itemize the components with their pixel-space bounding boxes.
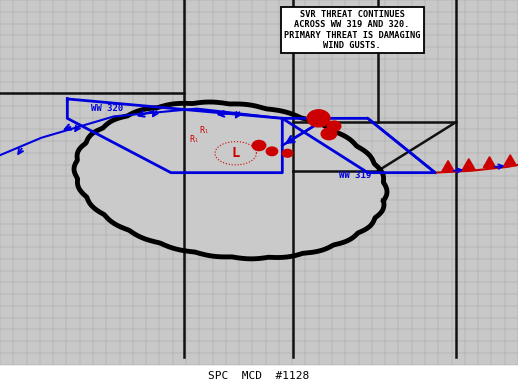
Circle shape xyxy=(307,110,330,127)
Text: Rₗ: Rₗ xyxy=(189,135,199,144)
Circle shape xyxy=(321,128,337,140)
Text: Rₗ: Rₗ xyxy=(199,126,210,135)
Text: WW 320: WW 320 xyxy=(91,104,123,113)
Circle shape xyxy=(266,147,278,156)
Circle shape xyxy=(252,140,266,151)
Text: WW 319: WW 319 xyxy=(339,171,371,180)
Polygon shape xyxy=(483,157,496,168)
Polygon shape xyxy=(442,161,454,171)
Text: SVR THREAT CONTINUES
ACROSS WW 319 AND 320.
PRIMARY THREAT IS DAMAGING
WIND GUST: SVR THREAT CONTINUES ACROSS WW 319 AND 3… xyxy=(284,10,421,50)
Circle shape xyxy=(282,149,293,157)
Polygon shape xyxy=(74,102,387,259)
Polygon shape xyxy=(463,159,475,170)
Text: SPC  MCD  #1128: SPC MCD #1128 xyxy=(208,371,310,381)
Polygon shape xyxy=(504,155,516,166)
Circle shape xyxy=(327,121,341,131)
Polygon shape xyxy=(0,0,518,365)
Text: L: L xyxy=(232,146,240,160)
